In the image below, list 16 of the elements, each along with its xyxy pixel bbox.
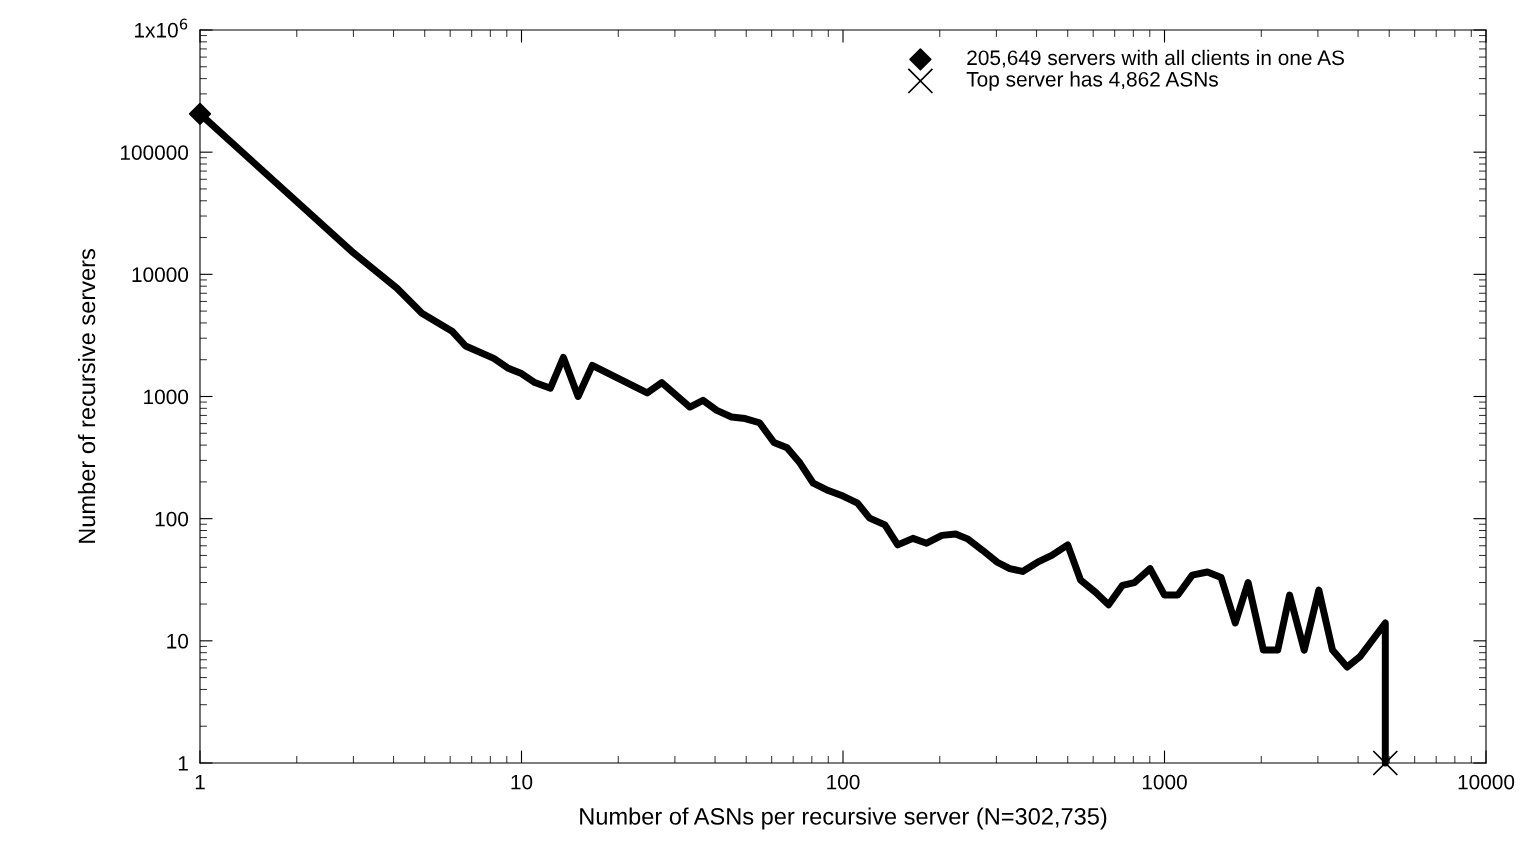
- x-tick-label: 1000: [1142, 774, 1187, 790]
- y-tick-label: 1x10$^{6}$: [135, 18, 188, 38]
- x-axis-title: Number of ASNs per recursive server (N=302,735): [580, 807, 1107, 830]
- y-tick-label: 100000: [120, 145, 189, 160]
- y-tick-label: 10000: [132, 267, 189, 283]
- x-tick-label: 1: [195, 774, 205, 790]
- y-axis-title: Number of recursive servers: [77, 249, 96, 543]
- x-tick-label: 10000: [1458, 774, 1515, 790]
- legend-label: Top server has 4,862 ASNs: [966, 71, 1218, 91]
- y-tick-label: 1: [178, 756, 188, 771]
- x-tick-label: 10: [511, 774, 533, 790]
- y-tick-label: 10: [167, 633, 189, 649]
- y-tick-label: 100: [155, 511, 189, 527]
- legend-label: 205,649 servers with all clients in one AS: [967, 49, 1344, 68]
- x-tick-label: 100: [827, 774, 860, 790]
- y-tick-label: 1000: [144, 389, 189, 405]
